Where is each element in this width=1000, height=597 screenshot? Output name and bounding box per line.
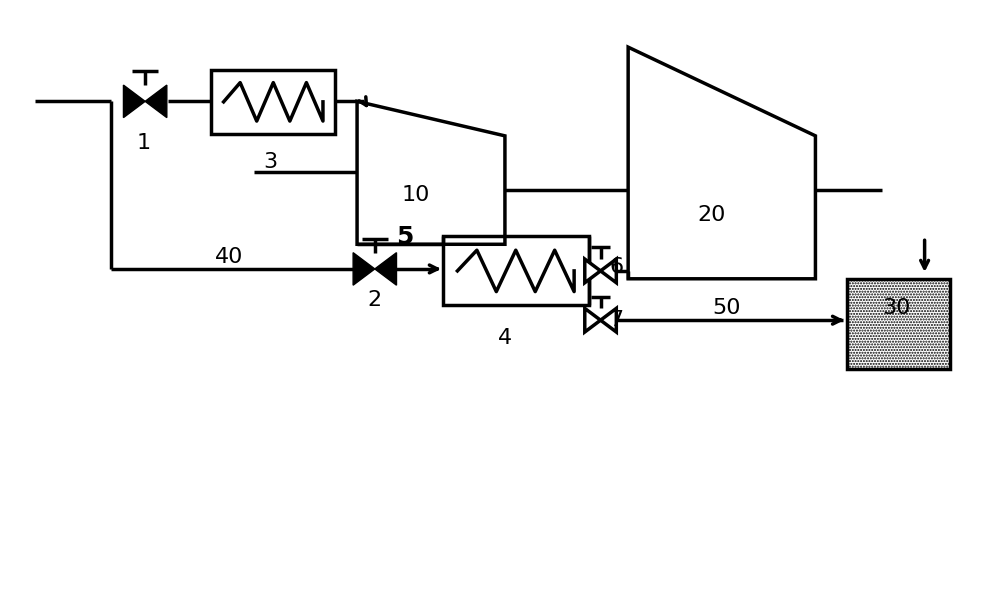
Polygon shape bbox=[585, 259, 601, 283]
Bar bbox=[847, 279, 950, 370]
Polygon shape bbox=[353, 253, 375, 285]
Text: 40: 40 bbox=[215, 247, 243, 267]
Text: 30: 30 bbox=[882, 298, 910, 318]
Polygon shape bbox=[145, 85, 167, 118]
Text: 20: 20 bbox=[698, 205, 726, 224]
Text: 7: 7 bbox=[609, 310, 623, 330]
Polygon shape bbox=[585, 309, 601, 332]
Text: 10: 10 bbox=[402, 185, 430, 205]
Text: 6: 6 bbox=[609, 257, 623, 277]
Polygon shape bbox=[601, 259, 616, 283]
Text: 4: 4 bbox=[498, 328, 512, 348]
Text: 2: 2 bbox=[368, 291, 382, 310]
Text: 1: 1 bbox=[136, 133, 150, 153]
Polygon shape bbox=[123, 85, 145, 118]
Bar bbox=[443, 236, 589, 306]
Text: 50: 50 bbox=[712, 298, 741, 318]
Polygon shape bbox=[601, 309, 616, 332]
Polygon shape bbox=[375, 253, 396, 285]
Text: 5: 5 bbox=[396, 226, 413, 250]
Bar bbox=[211, 70, 335, 134]
Text: 3: 3 bbox=[263, 152, 277, 173]
